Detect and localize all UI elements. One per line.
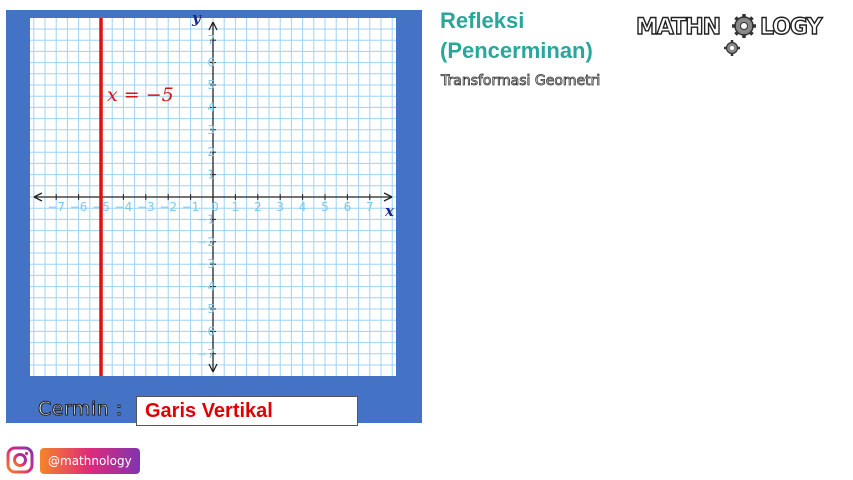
y-tick-label: 4 <box>207 100 215 114</box>
title-line-1: Refleksi <box>440 8 525 33</box>
y-tick-label: −6 <box>197 324 215 338</box>
title-line-2: (Pencerminan) <box>440 38 593 63</box>
x-tick-label: 7 <box>366 200 374 214</box>
logo-text-left: MATHN <box>636 15 720 40</box>
mirror-value: Garis Vertikal <box>145 400 273 422</box>
mirror-line-group: x = −5 <box>99 18 174 376</box>
y-tick-label: −2 <box>197 235 215 249</box>
mirror-answer-box: Garis Vertikal <box>136 396 358 426</box>
gear-icon <box>732 14 756 38</box>
graph-panel: −7−7−6−6−5−5−4−4−3−3−2−2−1−1112233445566… <box>6 10 422 426</box>
tick-labels: −7−7−6−6−5−5−4−4−3−3−2−2−1−1112233445566… <box>47 33 373 361</box>
y-axis-arrow-up <box>208 21 218 31</box>
mirror-line-label: x = −5 <box>107 84 174 106</box>
y-tick-label: −7 <box>197 347 215 361</box>
axes <box>33 21 393 373</box>
x-axis-arrow-right <box>383 192 393 202</box>
x-tick-label: 3 <box>276 200 284 214</box>
x-tick-label: −2 <box>159 200 177 214</box>
instagram-icon[interactable] <box>6 446 34 474</box>
logo-text-right: LOGY <box>760 15 824 40</box>
mirror-row: Cermin : Garis Vertikal <box>38 396 368 428</box>
x-tick-label: −3 <box>137 200 155 214</box>
y-tick-label: 1 <box>207 168 215 182</box>
small-gear-icon <box>724 40 740 56</box>
y-tick-label: −5 <box>197 302 215 316</box>
y-tick-label: −1 <box>197 212 215 226</box>
y-tick-label: 2 <box>207 145 215 159</box>
mathnology-logo: MATHN LOGY <box>636 14 825 56</box>
y-tick-label: 5 <box>207 78 215 92</box>
instagram-handle[interactable]: @mathnology <box>40 448 140 474</box>
coordinate-plane: −7−7−6−6−5−5−4−4−3−3−2−2−1−1112233445566… <box>30 10 396 376</box>
y-axis-label: y <box>191 10 202 27</box>
y-axis-arrow-down <box>208 363 218 373</box>
x-tick-label: −1 <box>182 200 200 214</box>
x-tick-label: −4 <box>115 200 133 214</box>
y-tick-label: 7 <box>207 33 215 47</box>
y-tick-label: 3 <box>207 123 215 137</box>
x-tick-label: −7 <box>47 200 65 214</box>
x-tick-label: 1 <box>232 200 240 214</box>
x-tick-label: −6 <box>70 200 88 214</box>
y-tick-label: −4 <box>197 280 215 294</box>
x-tick-label: 2 <box>254 200 262 214</box>
x-axis-label: x <box>384 202 395 220</box>
y-tick-label: 6 <box>207 56 215 70</box>
origin-label: 0 <box>211 200 219 214</box>
x-tick-label: 6 <box>344 200 352 214</box>
mirror-label: Cermin : <box>38 398 123 421</box>
page-subtitle: Transformasi Geometri <box>441 73 601 90</box>
x-axis-arrow-left <box>33 192 43 202</box>
page-title: Refleksi (Pencerminan) <box>440 6 593 66</box>
x-tick-label: 4 <box>299 200 307 214</box>
y-tick-label: −3 <box>197 257 215 271</box>
x-tick-label: 5 <box>321 200 329 214</box>
